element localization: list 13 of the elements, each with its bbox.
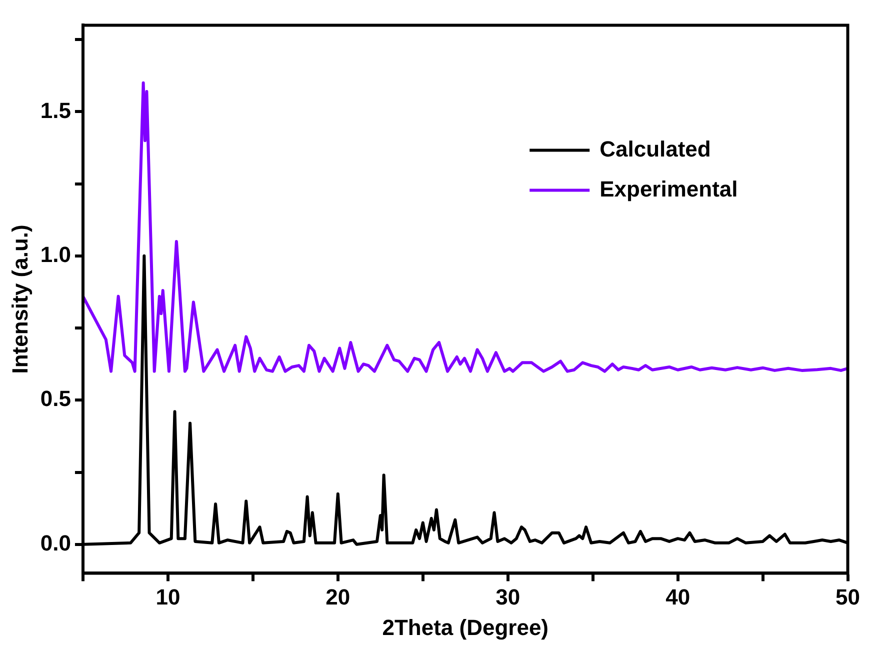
legend-label: Experimental (600, 176, 738, 202)
y-tick-label: 0.0 (40, 530, 71, 556)
x-tick-label: 40 (666, 584, 690, 610)
x-tick-label: 30 (496, 584, 520, 610)
y-tick-label: 1.5 (40, 98, 71, 123)
x-tick-label: 20 (326, 584, 350, 610)
y-tick-label: 0.5 (40, 386, 71, 412)
x-tick-label: 10 (156, 584, 180, 610)
y-tick-label: 1.0 (40, 242, 71, 267)
x-axis-title: 2Theta (Degree) (382, 614, 549, 640)
y-axis-title: Intensity (a.u.) (7, 224, 32, 374)
legend-label: Calculated (600, 136, 711, 162)
x-tick-label: 50 (836, 584, 860, 610)
